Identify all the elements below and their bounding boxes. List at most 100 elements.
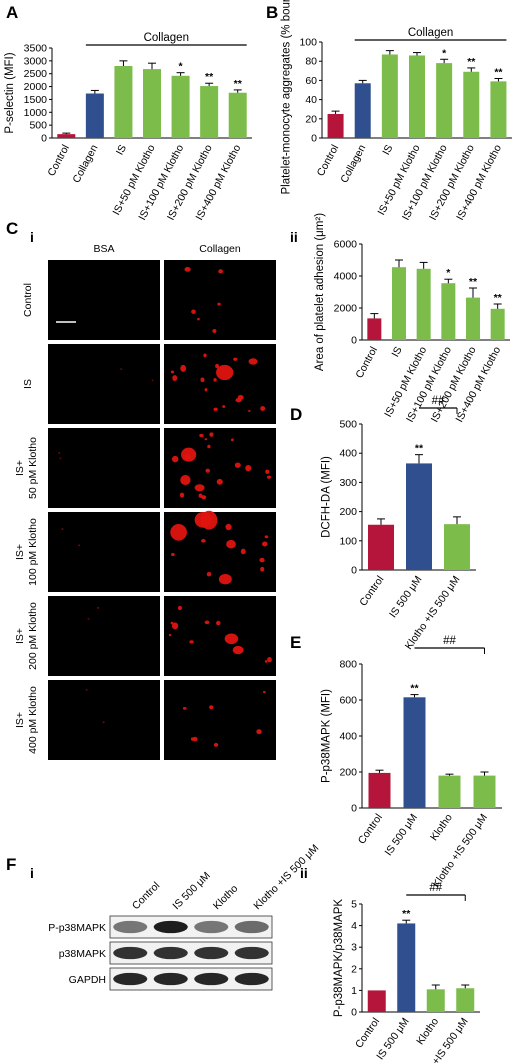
panel-label-c: C: [6, 219, 18, 238]
bar: [392, 267, 406, 340]
blot-row-label: GAPDH: [69, 974, 106, 986]
y-tick-label: 0: [351, 1007, 357, 1019]
blot-lane-label: IS 500 μM: [170, 870, 212, 912]
platelet-spot: [213, 407, 218, 411]
platelet-spot: [248, 358, 258, 365]
bracket-label: ##: [443, 635, 456, 647]
platelet-spot: [206, 572, 212, 577]
category-label: Control: [353, 345, 379, 381]
category-label: Control: [357, 574, 386, 609]
y-tick-label: 100: [339, 535, 357, 547]
y-tick-label: 20: [305, 113, 317, 125]
platelet-spot: [78, 544, 81, 547]
y-axis-title: Area of platelet adhesion (μm²): [314, 213, 326, 371]
significance-marker: *: [442, 47, 447, 59]
platelet-spot: [217, 302, 221, 306]
micrograph-row-label: Control: [22, 283, 34, 317]
category-label: IS 500 μM: [387, 574, 424, 620]
blot-band: [234, 946, 269, 960]
category-label: Control: [315, 143, 341, 179]
bracket-label: Collagen: [144, 32, 189, 44]
micrograph-image: [164, 344, 276, 424]
y-tick-label: 0: [41, 133, 47, 145]
platelet-spot: [204, 388, 208, 392]
platelet-spot: [245, 465, 252, 472]
platelet-spot: [216, 478, 223, 485]
platelet-spot: [205, 468, 210, 473]
platelet-spot: [204, 438, 208, 441]
micrograph-image: [48, 596, 160, 676]
bar: [416, 268, 431, 340]
platelet-spot: [179, 492, 185, 498]
y-tick-label: 0: [311, 133, 317, 145]
significance-marker: **: [234, 78, 243, 90]
bar: [406, 463, 432, 570]
blot-band: [153, 920, 188, 934]
panel-label-d: D: [290, 405, 302, 424]
bracket-label: ##: [432, 395, 445, 407]
y-tick-label: 400: [339, 731, 357, 743]
platelet-spot: [85, 689, 88, 691]
bar: [381, 54, 398, 139]
platelet-spot: [151, 379, 154, 382]
bar: [368, 772, 391, 808]
significance-marker: **: [494, 292, 503, 304]
bracket-label: ##: [429, 882, 442, 894]
platelet-spot: [266, 475, 272, 479]
y-tick-label: 200: [339, 506, 357, 518]
category-label: Control: [45, 143, 71, 179]
micrograph-row-label: IS: [22, 379, 34, 389]
platelet-spot: [201, 495, 207, 500]
significance-marker: **: [469, 276, 478, 288]
significance-marker: **: [494, 66, 503, 78]
y-tick-label: 1: [351, 985, 357, 997]
platelet-spot: [182, 706, 187, 710]
platelet-spot: [171, 552, 175, 557]
bar: [57, 134, 76, 138]
platelet-spot: [102, 721, 105, 724]
platelet-spot: [232, 645, 244, 655]
platelet-spot: [215, 363, 220, 369]
micrograph-image: [164, 596, 276, 676]
significance-marker: **: [415, 443, 424, 455]
platelet-spot: [200, 377, 205, 383]
bar: [143, 69, 161, 138]
platelet-spot: [207, 444, 211, 449]
platelet-spot: [168, 633, 172, 637]
significance-marker: *: [179, 61, 184, 73]
bar: [466, 297, 480, 340]
blot-strip: [109, 915, 273, 939]
bar: [228, 92, 247, 138]
category-label: IS 500 μM: [383, 812, 420, 858]
panel-label-b: B: [266, 3, 278, 22]
micrograph-image: [48, 344, 160, 424]
platelet-spot: [61, 528, 64, 531]
panel-label-f-ii: ii: [300, 865, 308, 881]
panel-label-f: F: [6, 855, 16, 874]
platelet-spot: [171, 455, 179, 463]
y-tick-label: 3500: [24, 43, 48, 55]
y-tick-label: 800: [339, 659, 357, 671]
chart-c-ii: 0 2000 4000 6000 Area of platelet adhesion (…: [314, 213, 510, 424]
y-tick-label: 4: [351, 920, 357, 932]
platelet-spot: [198, 493, 203, 498]
platelet-spot: [262, 691, 266, 694]
platelet-spot: [218, 269, 224, 274]
blot-lane-label: Control: [130, 880, 162, 912]
micrograph-row-label: IS+100 pM Klotho: [14, 518, 39, 586]
y-tick-label: 2000: [24, 81, 48, 93]
platelet-spot: [209, 432, 214, 437]
platelet-spot: [87, 618, 90, 620]
platelet-spot: [180, 364, 187, 372]
blot-band: [153, 946, 188, 960]
category-label: IS: [389, 345, 404, 359]
platelet-spot: [237, 395, 244, 400]
category-label: Collagen: [338, 143, 368, 185]
platelet-spot: [230, 438, 234, 442]
y-tick-label: 2000: [334, 303, 358, 315]
platelet-spot: [240, 548, 246, 555]
chart-e: 0 200 400 600 800 P-p38MAPK (MFI) Control ** IS …: [320, 635, 502, 890]
platelet-spot: [191, 309, 196, 314]
